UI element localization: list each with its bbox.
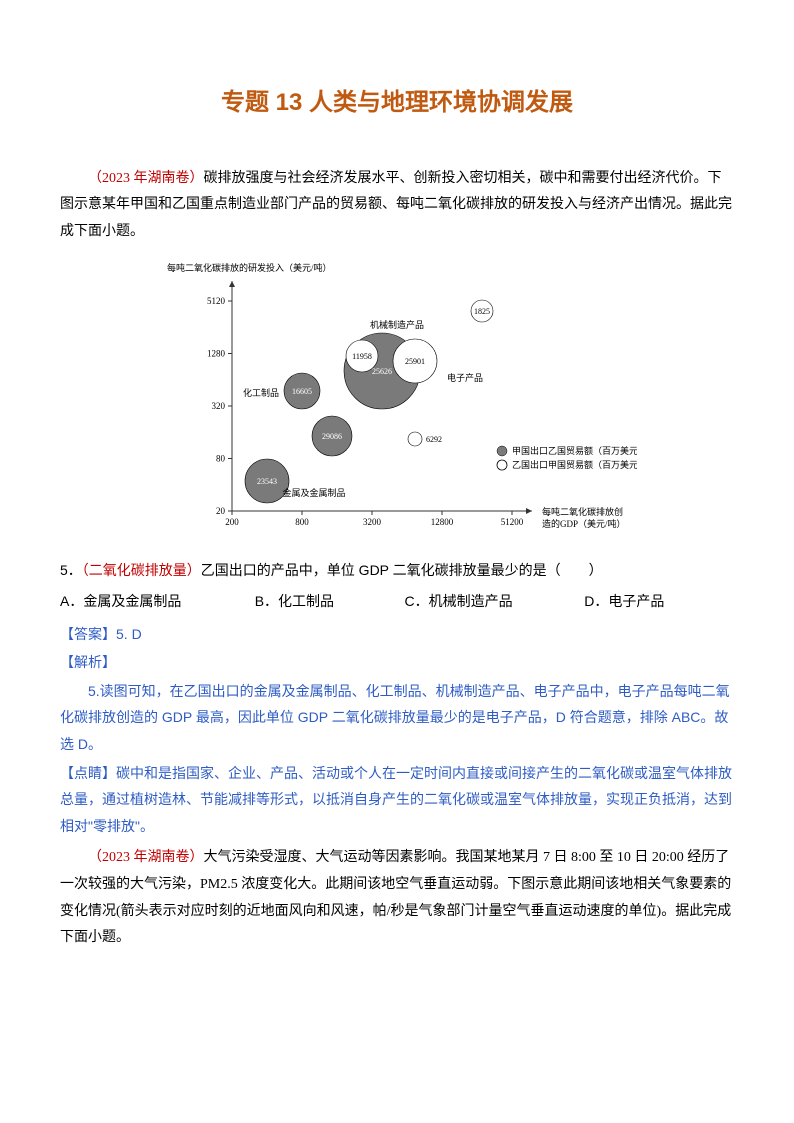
svg-text:20: 20	[216, 506, 226, 516]
q5-opt-a: A．金属及金属制品	[60, 588, 255, 615]
svg-text:电子产品: 电子产品	[447, 372, 483, 383]
source-2: （2023 年湖南卷）	[88, 850, 204, 865]
svg-text:320: 320	[212, 401, 226, 411]
svg-text:80: 80	[216, 454, 226, 464]
q5-answer: 【答案】5. D	[60, 621, 734, 648]
svg-text:化工制品: 化工制品	[243, 387, 279, 398]
svg-text:51200: 51200	[501, 517, 524, 527]
svg-text:1280: 1280	[207, 349, 226, 359]
q5-opt-d: D．电子产品	[584, 588, 734, 615]
intro-2: （2023 年湖南卷）大气污染受湿度、大气运动等因素影响。我国某地某月 7 日 …	[60, 845, 734, 951]
q5-opt-c: C．机械制造产品	[405, 588, 585, 615]
svg-text:200: 200	[225, 517, 239, 527]
svg-text:乙国出口甲国贸易额（百万美元）: 乙国出口甲国贸易额（百万美元）	[512, 459, 637, 470]
intro-1: （2023 年湖南卷）碳排放强度与社会经济发展水平、创新投入密切相关，碳中和需要…	[60, 166, 734, 246]
svg-text:23543: 23543	[257, 477, 277, 486]
svg-text:25901: 25901	[405, 357, 425, 366]
svg-text:5120: 5120	[207, 296, 226, 306]
svg-text:25626: 25626	[372, 367, 392, 376]
svg-text:每吨二氧化碳排放的研发投入（美元/吨）: 每吨二氧化碳排放的研发投入（美元/吨）	[167, 262, 332, 273]
svg-text:造的GDP（美元/吨）: 造的GDP（美元/吨）	[542, 518, 626, 529]
svg-text:每吨二氧化碳排放创: 每吨二氧化碳排放创	[542, 506, 623, 517]
q5-opt-b: B．化工制品	[255, 588, 405, 615]
q5-jiexi-label: 【解析】	[60, 649, 734, 676]
svg-text:机械制造产品: 机械制造产品	[370, 319, 424, 330]
svg-text:6292: 6292	[426, 435, 442, 444]
q5-dianjing-text: 碳中和是指国家、企业、产品、活动或个人在一定时间内直接或间接产生的二氧化碳或温室…	[60, 765, 732, 834]
svg-text:12800: 12800	[431, 517, 454, 527]
svg-text:3200: 3200	[363, 517, 382, 527]
q5-options: A．金属及金属制品 B．化工制品 C．机械制造产品 D．电子产品	[60, 588, 734, 615]
bubble-chart: 200 800 3200 12800 51200 20 80 320 1280 5120 每吨二氧化…	[157, 251, 637, 551]
q5-num: 5．	[60, 562, 82, 578]
svg-text:甲国出口乙国贸易额（百万美元）: 甲国出口乙国贸易额（百万美元）	[512, 445, 637, 456]
q5-dianjing: 【点睛】碳中和是指国家、企业、产品、活动或个人在一定时间内直接或间接产生的二氧化…	[60, 760, 734, 840]
q5-tag: （二氧化碳排放量）	[82, 564, 201, 579]
source-1: （2023 年湖南卷）	[88, 171, 204, 186]
svg-text:16605: 16605	[292, 387, 312, 396]
page-title: 专题 13 人类与地理环境协调发展	[60, 80, 734, 126]
svg-text:29086: 29086	[322, 432, 342, 441]
q5-jiexi: 5.读图可知，在乙国出口的金属及金属制品、化工制品、机械制造产品、电子产品中，电…	[60, 678, 734, 758]
q5-line: 5．（二氧化碳排放量）乙国出口的产品中，单位 GDP 二氧化碳排放量最少的是（ …	[60, 557, 734, 586]
svg-text:11958: 11958	[352, 352, 372, 361]
svg-text:1825: 1825	[474, 307, 490, 316]
svg-text:800: 800	[295, 517, 309, 527]
q5-dianjing-label: 【点睛】	[60, 765, 116, 781]
q5-stem: 乙国出口的产品中，单位 GDP 二氧化碳排放量最少的是（ ）	[201, 562, 603, 578]
svg-text:金属及金属制品: 金属及金属制品	[282, 487, 345, 498]
